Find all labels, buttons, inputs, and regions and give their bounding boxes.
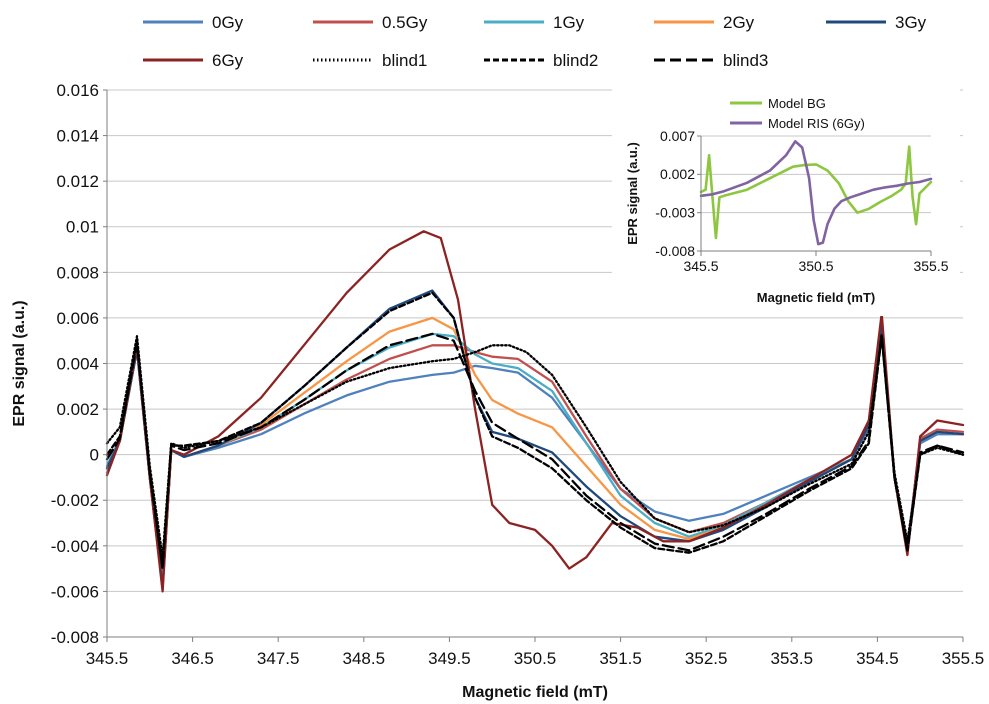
main-y-tick-label: -0.002 [51, 491, 99, 510]
main-axes: -0.008 -0.006 -0.004 -0.002 0 0.002 0.004 0.006… [51, 81, 984, 668]
main-y-tick-label: 0.008 [56, 263, 99, 282]
legend-label-0-5gy: 0.5Gy [382, 13, 428, 32]
main-y-tick-label: 0.014 [56, 127, 99, 146]
main-x-tick-label: 351.5 [599, 649, 642, 668]
inset-chart: Model BG Model RIS (6Gy) -0.008 -0.003 0.00… [612, 84, 960, 316]
inset-background [612, 84, 960, 316]
main-plot-area [105, 230, 965, 593]
inset-x-tick-label: 350.5 [798, 258, 833, 274]
legend-label-blind1: blind1 [382, 51, 427, 70]
main-y-tick-label: 0.016 [56, 81, 99, 100]
main-y-tick-label: 0 [90, 446, 99, 465]
main-x-tick-label: 352.5 [685, 649, 728, 668]
main-series-line-6gy [105, 230, 965, 593]
legend-label-blind2: blind2 [553, 51, 598, 70]
legend-label-6gy: 6Gy [212, 51, 244, 70]
main-x-tick-label: 353.5 [771, 649, 814, 668]
inset-plot-area [699, 140, 933, 246]
main-y-tick-label: 0.002 [56, 400, 99, 419]
main-x-tick-label: 348.5 [343, 649, 386, 668]
main-y-tick-label: -0.004 [51, 537, 99, 556]
x-axis-title: Magnetic field (mT) [462, 684, 608, 701]
inset-y-tick-label: 0.007 [660, 128, 695, 144]
main-y-tick-label: 0.012 [56, 172, 99, 191]
main-y-tick-label: -0.008 [51, 628, 99, 647]
inset-y-axis-title: EPR signal (a.u.) [625, 142, 640, 245]
main-series-line-blind3 [105, 332, 965, 570]
inset-x-tick-label: 355.5 [913, 258, 948, 274]
inset-x-axis-title: Magnetic field (mT) [757, 290, 875, 305]
main-x-tick-label: 345.5 [86, 649, 129, 668]
y-axis-title: EPR signal (a.u.) [11, 300, 28, 426]
inset-legend-label-model-ris-6gy: Model RIS (6Gy) [768, 116, 865, 131]
inset-legend: Model BG Model RIS (6Gy) [730, 96, 865, 131]
inset-axes: -0.008 -0.003 0.002 0.007 345.5 350.5 355.5 [655, 128, 948, 274]
inset-series-line-model-bg [699, 145, 933, 240]
main-x-tick-label: 355.5 [942, 649, 985, 668]
main-y-tick-label: -0.006 [51, 582, 99, 601]
inset-y-tick-label: -0.008 [655, 243, 695, 259]
main-y-tick-label: 0.01 [66, 218, 99, 237]
main-x-tick-label: 346.5 [171, 649, 214, 668]
legend-label-2gy: 2Gy [723, 13, 755, 32]
legend-label-blind3: blind3 [723, 51, 768, 70]
inset-series-line-model-ris-6gy [699, 140, 933, 246]
inset-y-tick-label: 0.002 [660, 166, 695, 182]
inset-legend-label-model-bg: Model BG [768, 96, 826, 111]
legend-label-3gy: 3Gy [895, 13, 927, 32]
main-x-tick-label: 354.5 [856, 649, 899, 668]
main-series-line-0-5gy [105, 323, 965, 589]
inset-y-tick-label: -0.003 [655, 205, 695, 221]
main-series-line-blind2 [105, 291, 965, 570]
main-x-tick-label: 349.5 [428, 649, 471, 668]
main-x-tick-label: 347.5 [257, 649, 300, 668]
main-x-tick-label: 350.5 [514, 649, 557, 668]
main-legend: 0Gy 0.5Gy 1Gy 2Gy 3Gy 6Gy blind1 blind2 blind3 [143, 13, 927, 70]
main-y-tick-label: 0.004 [56, 354, 99, 373]
inset-x-tick-label: 345.5 [683, 258, 718, 274]
legend-label-1gy: 1Gy [553, 13, 585, 32]
main-y-tick-label: 0.006 [56, 309, 99, 328]
legend-label-0gy: 0Gy [212, 13, 244, 32]
